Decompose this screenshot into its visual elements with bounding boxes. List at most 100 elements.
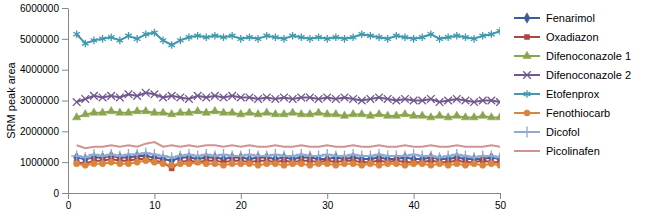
tick: 40 xyxy=(409,193,421,211)
series-line xyxy=(77,142,500,148)
marker xyxy=(333,162,339,168)
marker xyxy=(290,161,296,167)
marker xyxy=(99,161,105,167)
marker xyxy=(451,149,462,160)
marker xyxy=(340,111,348,118)
marker xyxy=(315,33,322,41)
marker xyxy=(91,161,97,167)
marker xyxy=(339,151,350,162)
marker xyxy=(341,161,347,167)
legend-entry: Picolinafen xyxy=(514,145,600,157)
marker xyxy=(288,108,296,115)
marker xyxy=(159,108,167,115)
marker xyxy=(184,149,195,160)
legend-entry: Difenoconazole 2 xyxy=(514,69,631,81)
marker xyxy=(315,161,321,167)
marker xyxy=(99,35,106,43)
legend-marker xyxy=(524,110,530,116)
marker xyxy=(365,151,376,162)
axis-line xyxy=(69,193,501,194)
tick: 50 xyxy=(495,193,507,211)
marker xyxy=(125,32,132,40)
marker xyxy=(461,113,469,120)
marker xyxy=(134,159,140,165)
chart: 0100000020000003000000400000050000006000… xyxy=(0,0,656,218)
tick-mark xyxy=(62,8,68,9)
legend-label: Difenoconazole 2 xyxy=(546,69,631,81)
marker xyxy=(186,33,193,41)
legend-marker xyxy=(523,71,531,79)
marker xyxy=(400,151,411,162)
legend-label: Etofenprox xyxy=(546,88,600,100)
plot: 0100000020000003000000400000050000006000… xyxy=(20,3,506,211)
marker xyxy=(133,106,141,113)
legend-label: Dicofol xyxy=(546,126,580,138)
marker xyxy=(149,149,160,160)
marker xyxy=(306,110,314,117)
marker xyxy=(418,111,426,118)
marker xyxy=(246,33,253,41)
marker xyxy=(229,32,236,40)
tick-label: 0 xyxy=(66,200,72,211)
marker xyxy=(116,108,124,115)
tick-label: 1000000 xyxy=(20,157,59,168)
marker xyxy=(134,35,141,43)
legend-entry: Fenarimol xyxy=(514,12,595,24)
marker xyxy=(90,92,98,100)
marker xyxy=(445,33,452,41)
marker xyxy=(469,152,480,163)
tick-mark xyxy=(62,101,68,102)
series-line xyxy=(77,93,500,102)
tick: 0 xyxy=(66,193,72,211)
marker xyxy=(402,162,408,168)
marker xyxy=(169,162,175,168)
marker xyxy=(151,29,158,37)
marker xyxy=(324,35,331,43)
legend-marker xyxy=(524,34,529,39)
marker xyxy=(384,35,391,43)
marker xyxy=(151,91,159,99)
marker xyxy=(453,95,461,103)
marker xyxy=(89,149,100,160)
marker xyxy=(280,94,288,102)
tick-mark xyxy=(241,193,242,199)
marker xyxy=(333,33,340,41)
tick-label: 40 xyxy=(409,200,421,211)
tick: 30 xyxy=(322,193,334,211)
legend-entry: Oxadiazon xyxy=(514,31,599,43)
legend-label: Fenothiocarb xyxy=(546,107,610,119)
marker xyxy=(470,113,478,120)
marker xyxy=(211,106,219,113)
marker xyxy=(358,97,366,105)
marker xyxy=(419,161,425,167)
tick: 5000000 xyxy=(20,34,68,45)
marker xyxy=(125,161,131,167)
tick-mark xyxy=(62,193,68,194)
marker xyxy=(453,111,461,118)
marker xyxy=(117,37,124,45)
marker xyxy=(376,162,382,168)
marker xyxy=(90,108,98,115)
marker xyxy=(272,95,280,103)
marker xyxy=(350,161,356,167)
marker xyxy=(384,111,392,118)
marker xyxy=(418,97,426,105)
marker xyxy=(488,161,494,167)
series-line xyxy=(77,31,500,45)
marker xyxy=(116,94,124,102)
marker xyxy=(314,108,322,115)
marker xyxy=(289,32,296,40)
marker xyxy=(350,33,357,41)
marker xyxy=(470,98,478,106)
marker xyxy=(244,149,255,160)
marker xyxy=(160,161,166,167)
marker xyxy=(497,27,500,35)
tick-mark xyxy=(62,39,68,40)
legend-swatch xyxy=(514,150,540,152)
marker xyxy=(280,110,288,117)
marker xyxy=(393,32,400,40)
marker xyxy=(177,37,184,45)
marker xyxy=(97,151,108,162)
marker xyxy=(246,94,254,102)
marker xyxy=(168,110,176,117)
